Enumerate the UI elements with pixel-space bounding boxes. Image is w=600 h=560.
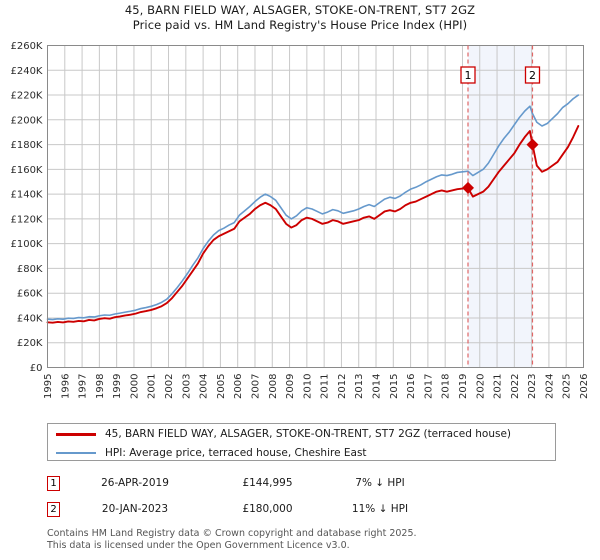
x-axis-tick-label: 2007 (250, 374, 261, 399)
x-axis-tick-label: 2023 (527, 374, 538, 399)
table-row[interactable]: 1 26-APR-2019 £144,995 7% ↓ HPI (47, 470, 467, 496)
x-axis-tick-label: 1995 (43, 374, 54, 399)
x-axis-tick-label: 2022 (510, 374, 521, 399)
transaction-marker-label: 1 (465, 69, 472, 82)
x-axis-tick-label: 2019 (458, 374, 469, 399)
x-axis-tick-label: 2005 (216, 374, 227, 399)
x-axis-tick-label: 1998 (95, 374, 106, 399)
transaction-badge-1: 1 (47, 475, 60, 491)
transaction-hpi-delta-1: 7% ↓ HPI (355, 477, 405, 489)
x-axis-tick-label: 2009 (285, 374, 296, 399)
y-axis-tick-label: £140K (10, 190, 42, 201)
x-axis-tick-label: 1997 (78, 374, 89, 399)
legend-swatch-property (56, 432, 96, 436)
x-axis-tick-label: 1999 (112, 374, 123, 399)
x-axis-tick-label: 2025 (562, 374, 573, 399)
x-axis-tick-label: 2010 (302, 374, 313, 399)
transaction-price-1: £144,995 (242, 477, 293, 489)
chart-legend: 45, BARN FIELD WAY, ALSAGER, STOKE-ON-TR… (47, 423, 556, 461)
transaction-hpi-delta-2: 11% ↓ HPI (351, 503, 409, 515)
x-axis-tick-label: 2003 (181, 374, 192, 399)
y-axis-tick-label: £40K (17, 313, 43, 324)
x-axis-tick-label: 2000 (129, 374, 140, 399)
x-axis-tick-label: 2017 (423, 374, 434, 399)
holding-period-shading (468, 45, 533, 368)
x-axis-tick-label: 2020 (475, 374, 486, 399)
x-axis-tick-label: 2016 (406, 374, 417, 399)
y-axis-tick-label: £120K (10, 214, 42, 225)
y-axis-tick-label: £20K (17, 338, 43, 349)
title-line-address: 45, BARN FIELD WAY, ALSAGER, STOKE-ON-TR… (124, 3, 476, 17)
x-axis-tick-label: 2015 (389, 374, 400, 399)
x-axis-tick-label: 2006 (233, 374, 244, 399)
y-axis-tick-label: £200K (10, 115, 42, 126)
x-axis-tick-label: 2026 (579, 374, 590, 399)
y-axis-tick-label: £240K (10, 66, 42, 77)
legend-label-property: 45, BARN FIELD WAY, ALSAGER, STOKE-ON-TR… (105, 428, 512, 440)
y-axis-tick-label: £80K (17, 264, 43, 275)
y-axis-tick-label: £100K (10, 239, 42, 250)
transaction-marker-label: 2 (529, 69, 536, 82)
y-axis-tick-label: £220K (10, 91, 42, 102)
x-axis-tick-label: 2014 (372, 374, 383, 399)
table-row[interactable]: 2 20-JAN-2023 £180,000 11% ↓ HPI (47, 496, 467, 522)
transaction-marker-box (524, 66, 541, 84)
transactions-table: 1 26-APR-2019 £144,995 7% ↓ HPI 2 20-JAN… (47, 470, 467, 522)
series-line-property (46, 125, 580, 324)
legend-item-hpi: HPI: Average price, terraced house, Ches… (48, 444, 555, 462)
x-axis-tick-label: 2024 (544, 374, 555, 399)
y-axis-tick-label: £60K (17, 289, 43, 300)
x-axis-tick-label: 1996 (60, 374, 71, 399)
y-axis-tick-label: £160K (10, 165, 42, 176)
x-axis-tick-label: 2013 (354, 374, 365, 399)
x-axis-tick-label: 2002 (164, 374, 175, 399)
chart-canvas: £0 £20K £40K £60K £80K £100K £120K £140K £160K £1… (10, 41, 590, 399)
title-line-subtitle: Price paid vs. HM Land Registry's House … (132, 18, 468, 32)
series-line-hpi (46, 94, 580, 321)
x-axis-tick-label: 2021 (493, 374, 504, 399)
y-axis-tick-label: £0 (30, 363, 43, 374)
y-axis-tick-label: £180K (10, 140, 42, 151)
x-axis-tick-label: 2011 (320, 374, 331, 399)
transaction-marker-diamond (462, 181, 475, 194)
legend-item-property: 45, BARN FIELD WAY, ALSAGER, STOKE-ON-TR… (48, 425, 555, 443)
price-line-chart: £0 £20K £40K £60K £80K £100K £120K £140K £160K £1… (10, 41, 590, 399)
copyright-footer: Contains HM Land Registry data © Crown c… (47, 528, 567, 551)
page-title: 45, BARN FIELD WAY, ALSAGER, STOKE-ON-TR… (0, 3, 600, 33)
transaction-date-1: 26-APR-2019 (101, 477, 169, 489)
transaction-marker-diamond (526, 138, 539, 151)
footer-line-1: Contains HM Land Registry data © Crown c… (47, 528, 417, 539)
x-axis-tick-label: 2008 (268, 374, 279, 399)
transaction-badge-2: 2 (47, 501, 60, 517)
transaction-date-2: 20-JAN-2023 (101, 503, 169, 515)
transaction-marker-box (460, 66, 476, 84)
x-axis-tick-label: 2012 (337, 374, 348, 399)
transaction-price-2: £180,000 (242, 503, 293, 515)
legend-swatch-hpi (56, 452, 96, 454)
plot-frame (47, 45, 584, 368)
x-axis-tick-label: 2001 (147, 374, 158, 399)
x-axis-tick-label: 2018 (441, 374, 452, 399)
x-axis-tick-label: 2004 (199, 374, 210, 399)
y-axis-tick-label: £260K (10, 41, 42, 52)
footer-line-2: This data is licensed under the Open Gov… (47, 539, 350, 551)
legend-label-hpi: HPI: Average price, terraced house, Ches… (105, 447, 367, 459)
